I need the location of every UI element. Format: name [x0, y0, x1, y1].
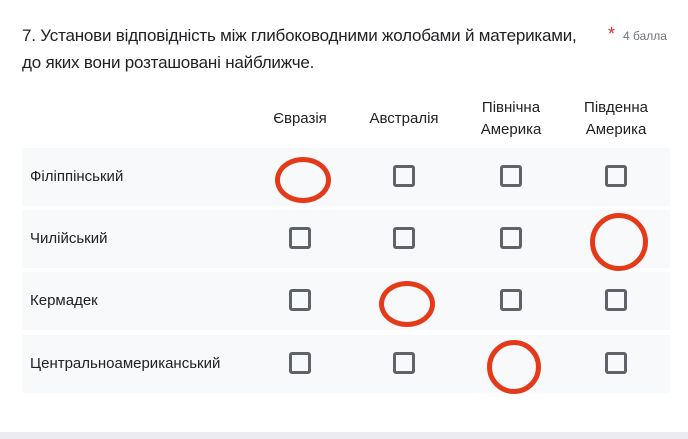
checkbox[interactable]	[289, 289, 311, 311]
checkbox[interactable]	[500, 227, 522, 249]
row-label: Чилійський	[30, 230, 108, 247]
checkbox[interactable]	[393, 227, 415, 249]
checkbox[interactable]	[289, 227, 311, 249]
row-label: Центральноамериканський	[30, 355, 221, 372]
checkbox[interactable]	[289, 352, 311, 374]
row-label: Кермадек	[30, 292, 98, 309]
answer-circle-annotation	[379, 281, 435, 327]
grid-row: Чилійський	[22, 210, 670, 271]
answer-circle-annotation	[487, 340, 541, 394]
checkbox[interactable]	[605, 289, 627, 311]
column-header: Євразія	[273, 110, 327, 127]
grid-row: Центральноамериканський	[22, 335, 670, 394]
checkbox[interactable]	[500, 165, 522, 187]
row-label: Філіппінський	[30, 168, 124, 185]
column-header: Північна Америка	[480, 99, 542, 138]
checkbox[interactable]	[393, 352, 415, 374]
points-label: 4 балла	[623, 29, 667, 43]
checkbox[interactable]	[605, 352, 627, 374]
grid-row: Філіппінський	[22, 148, 670, 206]
question-title: 7. Установи відповідність між глибоковод…	[22, 26, 577, 72]
answer-circle-annotation	[590, 213, 648, 271]
required-marker: *	[608, 24, 616, 44]
checkbox[interactable]	[500, 289, 522, 311]
footer-divider	[0, 432, 688, 439]
answer-circle-annotation	[275, 157, 331, 203]
column-header: Австралія	[369, 110, 439, 127]
checkbox[interactable]	[605, 165, 627, 187]
column-header: Південна Америка	[584, 99, 648, 138]
checkbox[interactable]	[393, 165, 415, 187]
grid-row: Кермадек	[22, 272, 670, 330]
